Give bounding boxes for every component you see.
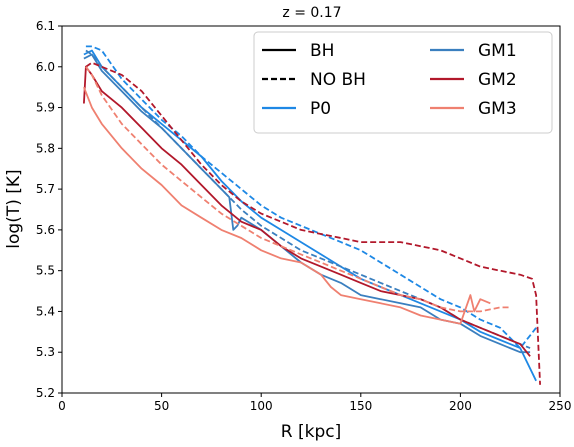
y-tick-label: 5.3 [36,345,55,359]
y-axis-label: log(T) [K] [4,169,24,248]
y-tick-label: 5.8 [36,141,55,155]
legend-label: NO BH [310,70,366,90]
legend-box [253,31,553,134]
y-tick-label: 5.6 [36,223,55,237]
y-tick-label: 6.0 [36,60,55,74]
x-tick-label: 50 [154,399,169,413]
y-tick-label: 5.7 [36,182,55,196]
ticks-layer: 0 50 100 150 200 250 5.2 5.3 5.4 5.5 5.6 5.7 5.8 5.9 6… [36,19,572,413]
series-line-p0-nobh [85,45,537,350]
legend-label: P0 [310,99,331,119]
y-tick-label: 6.1 [36,19,55,33]
chart-title: z = 0.17 [282,5,341,21]
series-line-gm2-nobh [85,61,541,385]
x-tick-label: 150 [349,399,372,413]
legend-label: GM2 [478,70,517,90]
legend-label: GM3 [478,99,517,119]
y-tick-label: 5.2 [36,386,55,400]
x-tick-label: 0 [58,399,66,413]
legend: BH NO BH P0 GM1 GM2 GM3 [253,31,553,134]
legend-label: GM1 [478,41,517,61]
x-tick-label: 200 [449,399,472,413]
x-tick-label: 250 [549,399,572,413]
legend-label: BH [310,41,334,61]
series-line-gm3-bh [83,86,491,325]
plot-frame [61,25,561,394]
x-tick-label: 100 [250,399,273,413]
y-tick-label: 5.4 [36,304,55,318]
series-layer [83,45,541,385]
y-tick-label: 5.9 [36,101,55,115]
series-line-gm3-nobh [85,66,511,313]
y-tick-label: 5.5 [36,264,55,278]
x-axis-label: R [kpc] [281,422,341,442]
series-line-gm2-bh [83,65,531,357]
